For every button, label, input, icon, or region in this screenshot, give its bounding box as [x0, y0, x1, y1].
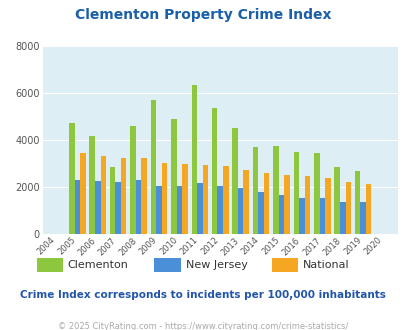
Bar [345, 182, 350, 234]
Bar [202, 165, 208, 234]
Bar [171, 119, 176, 234]
Bar [191, 85, 196, 234]
Text: © 2025 CityRating.com - https://www.cityrating.com/crime-statistics/: © 2025 CityRating.com - https://www.city… [58, 322, 347, 330]
Bar [360, 202, 365, 234]
Bar [324, 178, 330, 234]
Bar [354, 171, 360, 234]
Bar [237, 188, 243, 234]
Bar [217, 186, 222, 234]
Text: National: National [303, 260, 349, 270]
Bar [150, 100, 156, 234]
Bar [156, 186, 161, 234]
Bar [130, 126, 136, 234]
Bar [100, 155, 106, 234]
Bar [80, 153, 85, 234]
Bar [69, 123, 75, 234]
Bar [196, 182, 202, 234]
Bar [232, 128, 237, 234]
Bar [222, 166, 228, 234]
Bar [319, 198, 324, 234]
Text: Crime Index corresponds to incidents per 100,000 inhabitants: Crime Index corresponds to incidents per… [20, 290, 385, 300]
Bar [278, 195, 284, 234]
Bar [313, 153, 319, 234]
Bar [298, 198, 304, 234]
Bar [115, 182, 121, 234]
Bar [110, 167, 115, 234]
Bar [95, 181, 100, 234]
Text: New Jersey: New Jersey [185, 260, 247, 270]
Bar [339, 202, 345, 234]
Bar [75, 180, 80, 234]
Bar [136, 180, 141, 234]
Bar [176, 186, 182, 234]
Bar [263, 173, 269, 234]
Bar [304, 176, 309, 234]
Bar [161, 163, 167, 234]
Text: Clementon Property Crime Index: Clementon Property Crime Index [75, 8, 330, 22]
Bar [89, 136, 95, 234]
Bar [243, 170, 248, 234]
Bar [211, 108, 217, 234]
Bar [365, 184, 371, 234]
Bar [334, 167, 339, 234]
Bar [273, 146, 278, 234]
Bar [258, 192, 263, 234]
Bar [252, 147, 258, 234]
Bar [284, 175, 289, 234]
Bar [293, 152, 298, 234]
Bar [182, 164, 187, 234]
Bar [141, 158, 147, 234]
Bar [121, 158, 126, 234]
Text: Clementon: Clementon [68, 260, 128, 270]
